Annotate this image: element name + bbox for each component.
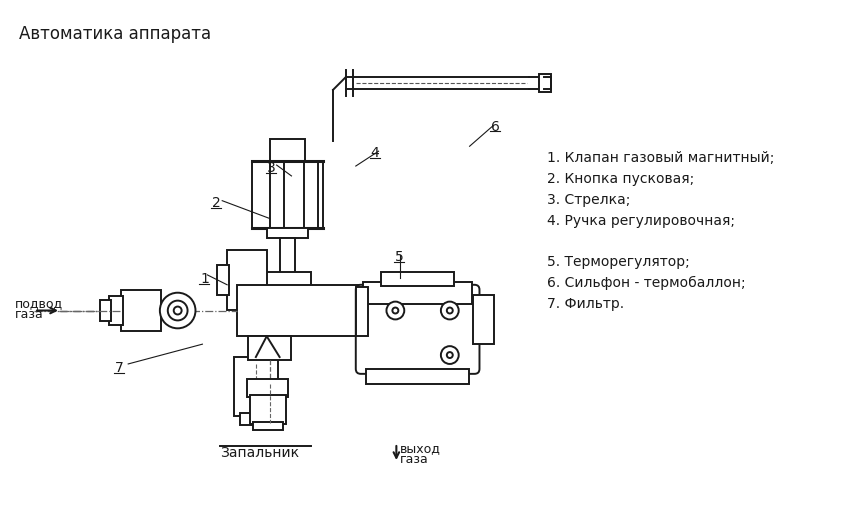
Text: Запальник: Запальник [220, 446, 299, 460]
Bar [109, 296, 123, 325]
Circle shape [392, 307, 398, 313]
Bar [234, 357, 278, 417]
Circle shape [441, 302, 458, 320]
Text: 6: 6 [491, 120, 501, 134]
Bar [363, 282, 471, 304]
Text: 2: 2 [212, 196, 221, 210]
Bar [227, 250, 267, 310]
Text: 5: 5 [396, 250, 404, 264]
Circle shape [174, 306, 181, 314]
Text: выход: выход [400, 442, 441, 455]
Bar [380, 272, 454, 286]
Bar [264, 272, 311, 286]
Bar [267, 228, 308, 239]
Bar [366, 369, 469, 384]
Bar [248, 336, 292, 360]
Bar [539, 74, 550, 92]
Circle shape [441, 346, 458, 364]
Circle shape [447, 307, 452, 313]
Text: 5. Терморегулятор;: 5. Терморегулятор; [547, 255, 690, 269]
Text: 3. Стрелка;: 3. Стрелка; [547, 193, 630, 207]
Bar [218, 265, 229, 295]
Text: 1. Клапан газовый магнитный;: 1. Клапан газовый магнитный; [547, 151, 774, 165]
Text: 7: 7 [115, 361, 124, 375]
Bar [250, 395, 286, 425]
Bar [121, 290, 161, 331]
Bar [237, 285, 366, 336]
Bar [247, 379, 288, 396]
Text: 4. Ручка регулировочная;: 4. Ручка регулировочная; [547, 214, 734, 227]
Circle shape [160, 293, 195, 328]
Bar [270, 139, 305, 161]
Bar [280, 238, 296, 276]
Bar [253, 422, 283, 430]
Bar [100, 299, 112, 321]
Text: газа: газа [400, 453, 429, 466]
Bar [356, 287, 368, 336]
Text: подвод: подвод [15, 297, 63, 310]
Text: 7. Фильтр.: 7. Фильтр. [547, 297, 624, 311]
Bar [252, 161, 323, 228]
Circle shape [386, 302, 404, 320]
Text: 4: 4 [371, 146, 379, 160]
Circle shape [447, 352, 452, 358]
FancyBboxPatch shape [356, 285, 480, 374]
Bar [472, 295, 494, 344]
Text: 3: 3 [267, 161, 275, 175]
Bar [240, 413, 272, 425]
Text: 2. Кнопка пусковая;: 2. Кнопка пусковая; [547, 172, 694, 186]
Text: 1: 1 [200, 272, 209, 286]
Text: 6. Сильфон - термобаллон;: 6. Сильфон - термобаллон; [547, 276, 746, 290]
Circle shape [168, 301, 187, 321]
Text: газа: газа [15, 307, 43, 321]
Text: Автоматика аппарата: Автоматика аппарата [20, 24, 212, 42]
